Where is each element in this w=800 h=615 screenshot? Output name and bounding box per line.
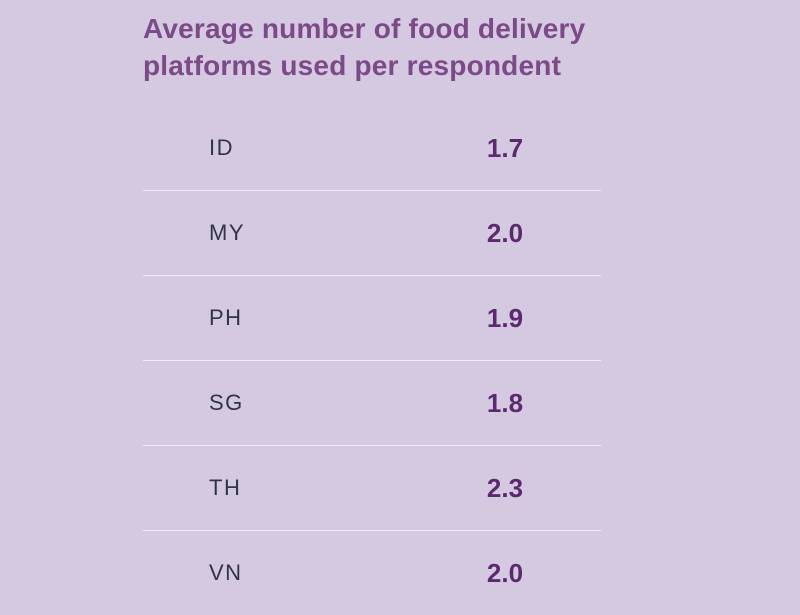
chart-title: Average number of food delivery platform… (143, 13, 586, 81)
country-label: MY (209, 220, 245, 245)
data-table: ID 1.7 MY 2.0 PH 1.9 SG 1.8 TH 2.3 VN 2.0 (143, 106, 601, 615)
value-label: 1.7 (486, 133, 524, 163)
value-label: 1.8 (486, 388, 524, 418)
country-label: ID (209, 135, 234, 160)
table-row: TH 2.3 (143, 446, 601, 531)
value-label: 1.9 (486, 303, 524, 333)
country-label: TH (209, 475, 242, 500)
country-label: VN (209, 560, 243, 585)
table-row: MY 2.0 (143, 191, 601, 276)
value-label: 2.0 (486, 558, 524, 588)
table-row: SG 1.8 (143, 361, 601, 446)
country-label: PH (209, 305, 243, 330)
value-label: 2.0 (486, 218, 524, 248)
table-row: VN 2.0 (143, 531, 601, 615)
table-row: ID 1.7 (143, 106, 601, 191)
country-label: SG (209, 390, 244, 415)
value-label: 2.3 (486, 473, 524, 503)
table-row: PH 1.9 (143, 276, 601, 361)
